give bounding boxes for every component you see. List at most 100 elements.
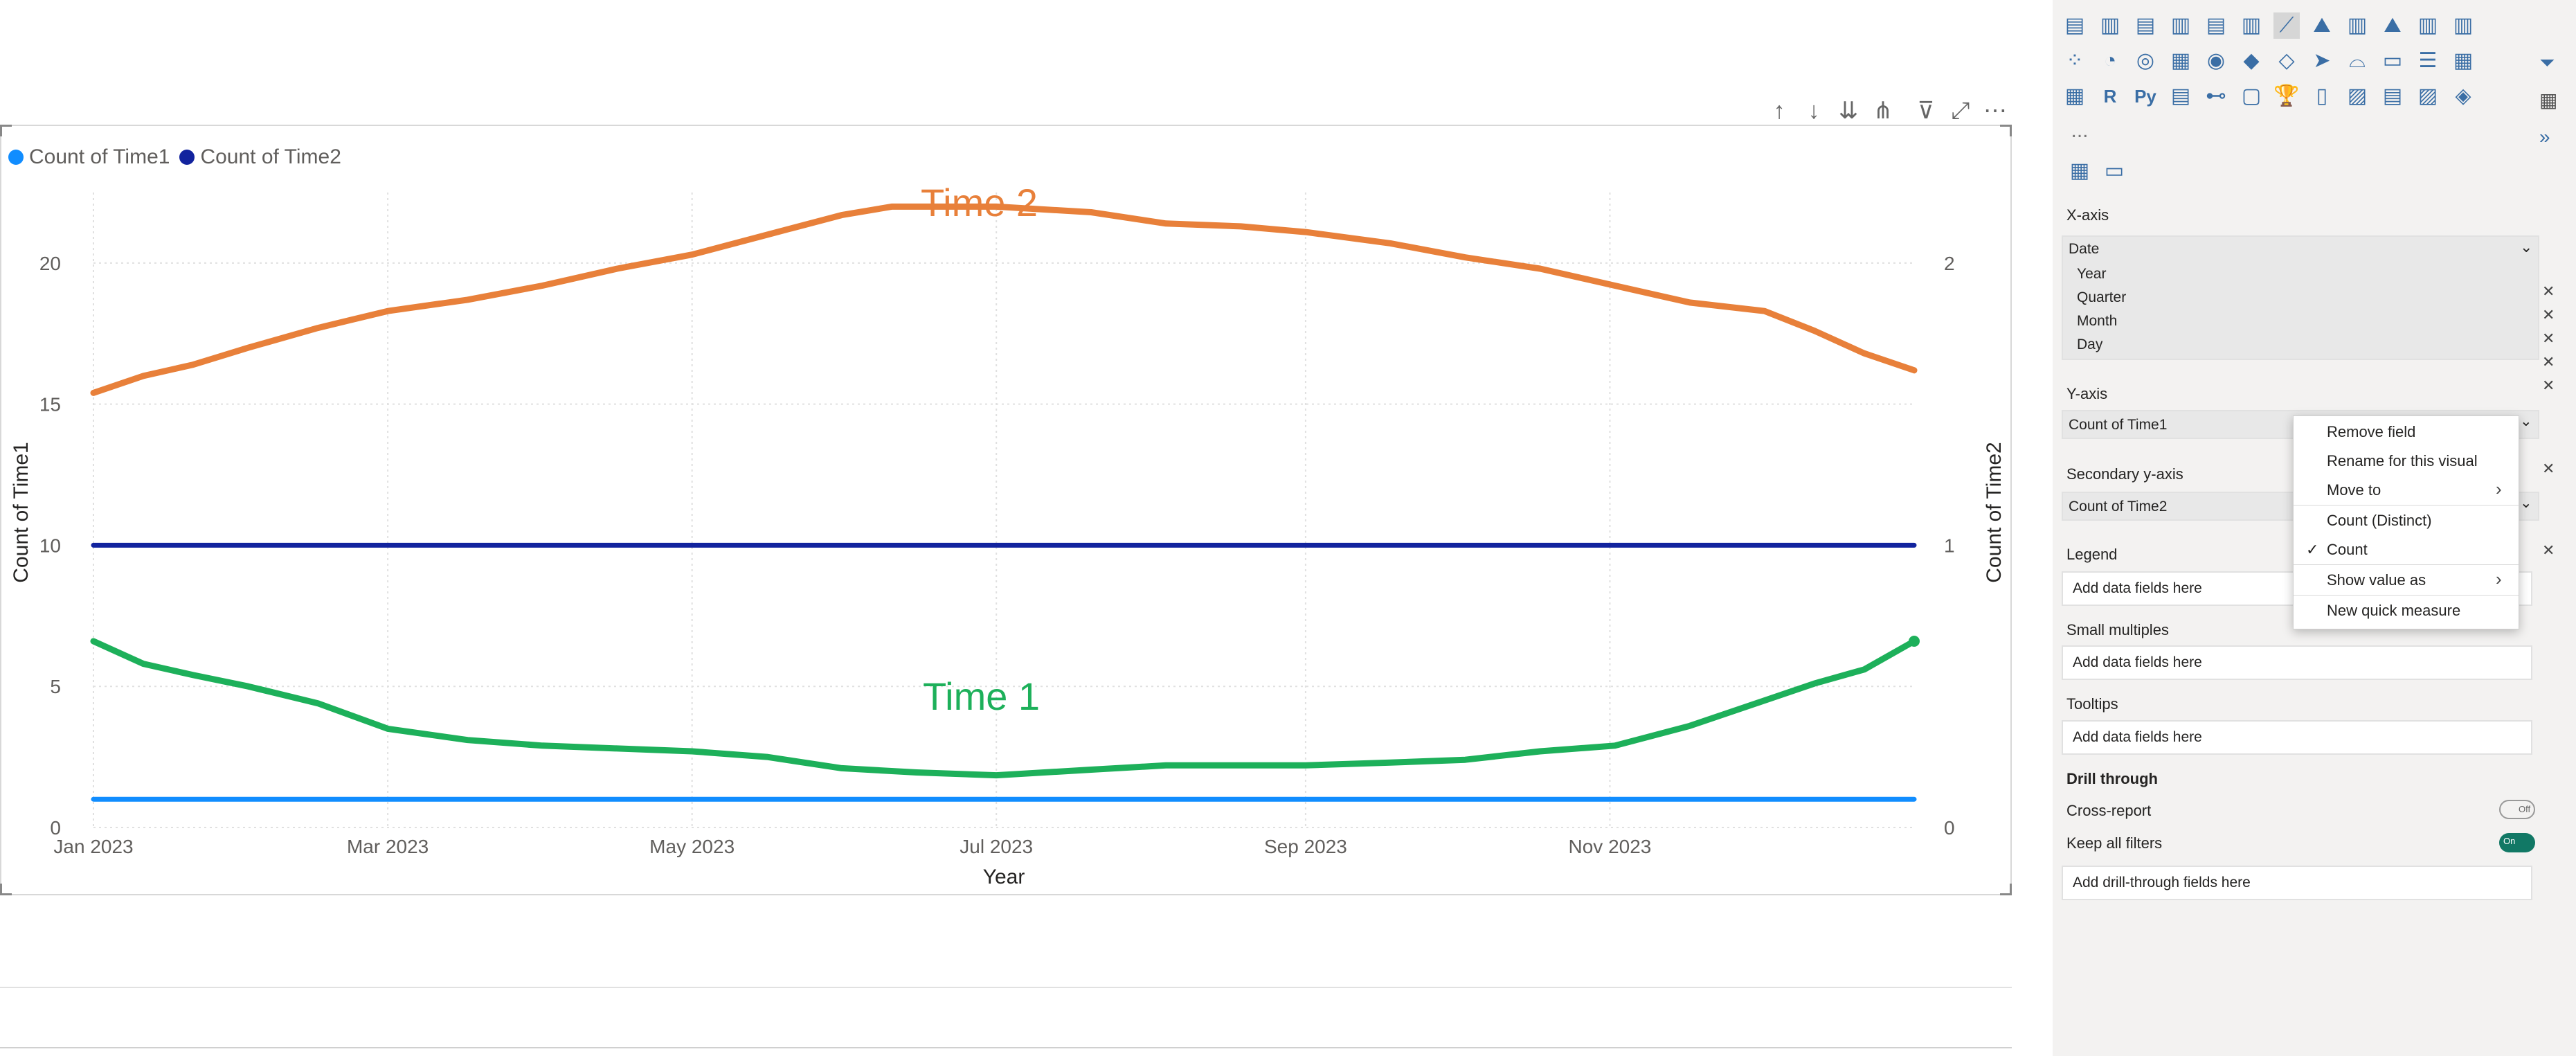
visual-type-icon[interactable]: ⟋ bbox=[2273, 12, 2300, 39]
y-tick-label-right: 2 bbox=[1944, 253, 1955, 274]
visual-type-icon[interactable]: ▤ bbox=[2382, 84, 2403, 107]
visual-type-icon[interactable]: ▥ bbox=[2170, 14, 2191, 37]
visual-type-icon[interactable]: ▤ bbox=[2135, 14, 2156, 37]
visual-type-icon[interactable]: ▭ bbox=[2382, 49, 2403, 72]
double-arrow-down-icon[interactable]: ⇊ bbox=[1838, 98, 1859, 124]
date-day[interactable]: Day bbox=[2077, 337, 2103, 352]
empty-canvas-region bbox=[0, 987, 2012, 1047]
visual-type-icon[interactable]: 🏆 bbox=[2273, 84, 2300, 107]
visual-type-icon[interactable]: ▦ bbox=[2170, 49, 2191, 72]
expand-pane-icon[interactable]: » bbox=[2539, 126, 2550, 147]
visual-type-icon[interactable]: ▥ bbox=[2241, 14, 2262, 37]
legend-item[interactable]: Count of Time1 bbox=[8, 145, 170, 169]
date-month[interactable]: Month bbox=[2077, 313, 2118, 329]
y-tick-label-left: 0 bbox=[50, 817, 61, 839]
checkmark-icon: ✓ bbox=[2306, 541, 2319, 558]
legend-dot-time1 bbox=[8, 150, 24, 165]
menu-count-distinct[interactable]: Count (Distinct) bbox=[2327, 512, 2432, 529]
visual-type-icon[interactable]: ▦ bbox=[2453, 49, 2474, 72]
visual-type-icon[interactable]: ▥ bbox=[2347, 14, 2368, 37]
menu-count[interactable]: Count bbox=[2327, 541, 2368, 558]
menu-divider bbox=[2294, 595, 2519, 596]
date-field[interactable]: Date bbox=[2069, 241, 2100, 257]
visual-type-icon[interactable]: ▢ bbox=[2241, 84, 2262, 107]
visual-type-icon[interactable]: ◎ bbox=[2136, 49, 2155, 72]
remove-day-icon[interactable]: ✕ bbox=[2542, 353, 2555, 370]
visual-type-icon[interactable]: ▯ bbox=[2316, 84, 2328, 107]
visual-type-icon[interactable]: ➤ bbox=[2313, 49, 2331, 72]
secondary-y-axis-title: Secondary y-axis bbox=[2066, 465, 2183, 483]
legend-item[interactable]: Count of Time2 bbox=[179, 145, 341, 169]
secondary-field[interactable]: Count of Time2 bbox=[2069, 499, 2168, 514]
y-axis-section-title: Y-axis bbox=[2066, 385, 2108, 402]
remove-date-icon[interactable]: ✕ bbox=[2542, 377, 2555, 394]
y-tick-label-right: 0 bbox=[1944, 817, 1955, 839]
menu-rename-visual[interactable]: Rename for this visual bbox=[2327, 452, 2478, 469]
visual-type-icon[interactable]: ▤ bbox=[2206, 14, 2226, 37]
visual-type-icon[interactable]: ▥ bbox=[2417, 14, 2438, 37]
arrow-up-icon[interactable]: ↑ bbox=[1773, 98, 1785, 124]
visual-type-icon[interactable]: Py bbox=[2134, 86, 2156, 107]
chevron-down-icon[interactable]: ⌄ bbox=[2520, 413, 2532, 429]
remove-month-icon[interactable]: ✕ bbox=[2542, 330, 2555, 347]
y-tick-label-left: 20 bbox=[39, 253, 61, 274]
visual-type-icon[interactable]: ▨ bbox=[2417, 84, 2438, 107]
visual-type-icon[interactable]: ◆ bbox=[2243, 49, 2260, 72]
menu-divider bbox=[2294, 564, 2519, 565]
remove-year-icon[interactable]: ✕ bbox=[2542, 283, 2555, 300]
visual-type-icon[interactable]: ⌓ bbox=[2349, 49, 2366, 72]
fork-icon[interactable]: ⋔ bbox=[1873, 98, 1893, 124]
chevron-right-icon: › bbox=[2496, 478, 2502, 499]
visual-type-icon[interactable]: ⛰ bbox=[2384, 14, 2402, 37]
remove-secondary-field-icon[interactable]: ✕ bbox=[2542, 542, 2555, 559]
visual-type-icon[interactable]: ⛰ bbox=[2313, 14, 2331, 37]
small-multiples-well[interactable]: Add data fields here bbox=[2062, 645, 2532, 680]
drill-through-well[interactable]: Add drill-through fields here bbox=[2062, 866, 2532, 900]
series-endpoint-marker bbox=[1909, 636, 1920, 647]
funnel-icon[interactable]: ⏷ bbox=[2539, 52, 2555, 73]
table-icon[interactable]: ▦ bbox=[2539, 89, 2558, 111]
visual-type-icon[interactable]: R bbox=[2103, 86, 2117, 107]
chevron-down-icon[interactable]: ⌄ bbox=[2520, 495, 2532, 511]
visual-type-icon[interactable]: ◔ bbox=[2103, 49, 2117, 72]
remove-quarter-icon[interactable]: ✕ bbox=[2542, 306, 2555, 323]
filter-icon[interactable]: ⊽ bbox=[1917, 98, 1935, 124]
visual-type-icon[interactable]: ▨ bbox=[2347, 84, 2368, 107]
visual-type-icon[interactable]: ▦ bbox=[2064, 84, 2085, 107]
visual-type-icon[interactable]: ⁘ bbox=[2066, 49, 2084, 72]
format-visual-icon[interactable]: ▭ bbox=[2104, 159, 2125, 182]
remove-y-field-icon[interactable]: ✕ bbox=[2542, 460, 2555, 477]
more-visuals-icon[interactable]: ... bbox=[2071, 119, 2089, 142]
visual-type-icon[interactable]: ▥ bbox=[2100, 14, 2120, 37]
more-options-icon[interactable]: ⋯ bbox=[1983, 98, 2007, 124]
visual-type-icon[interactable]: ◈ bbox=[2455, 84, 2471, 107]
visual-type-icon[interactable]: ☰ bbox=[2418, 49, 2438, 72]
resize-handle[interactable] bbox=[0, 125, 12, 136]
x-axis-well[interactable]: Date ⌄ bbox=[2062, 235, 2539, 360]
cross-report-toggle[interactable]: Off bbox=[2499, 800, 2535, 819]
cross-report-label: Cross-report bbox=[2066, 802, 2152, 819]
menu-new-quick-measure[interactable]: New quick measure bbox=[2327, 602, 2461, 619]
chevron-down-icon[interactable]: ⌄ bbox=[2520, 238, 2533, 256]
focus-mode-icon[interactable]: ⤢ bbox=[1951, 98, 1970, 124]
tooltips-well[interactable]: Add data fields here bbox=[2062, 720, 2532, 755]
keep-filters-toggle[interactable]: On bbox=[2499, 833, 2535, 852]
line-chart-visual[interactable] bbox=[0, 125, 2012, 895]
date-quarter[interactable]: Quarter bbox=[2077, 289, 2127, 305]
menu-move-to[interactable]: Move to bbox=[2327, 481, 2381, 499]
visual-type-icon[interactable]: ▤ bbox=[2170, 84, 2191, 107]
x-axis-section-title: X-axis bbox=[2066, 206, 2109, 224]
visual-type-icon[interactable]: ▤ bbox=[2064, 14, 2085, 37]
x-tick-label: Nov 2023 bbox=[1569, 836, 1652, 857]
visual-type-icon[interactable]: ▥ bbox=[2453, 14, 2474, 37]
legend-dot-time2 bbox=[179, 150, 195, 165]
build-visual-icon[interactable]: ▦ bbox=[2069, 159, 2090, 182]
visual-type-icon[interactable]: ◇ bbox=[2278, 49, 2295, 72]
visual-type-icon[interactable]: ◉ bbox=[2206, 49, 2226, 72]
visual-type-icon[interactable]: ⊷ bbox=[2206, 84, 2226, 107]
arrow-down-icon[interactable]: ↓ bbox=[1808, 98, 1820, 124]
y-axis-field[interactable]: Count of Time1 bbox=[2069, 417, 2168, 433]
menu-remove-field[interactable]: Remove field bbox=[2327, 423, 2416, 440]
date-year[interactable]: Year bbox=[2077, 266, 2107, 282]
menu-show-value-as[interactable]: Show value as bbox=[2327, 571, 2426, 589]
